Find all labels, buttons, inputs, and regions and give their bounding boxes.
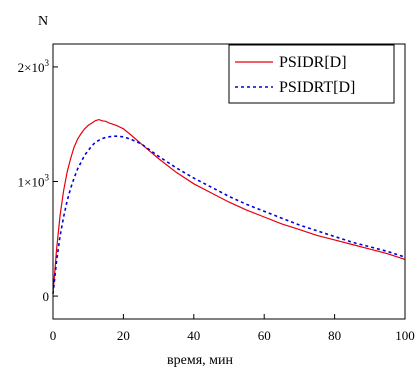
x-tick-label: 100	[395, 328, 415, 343]
x-tick-label: 20	[117, 328, 130, 343]
legend-label: PSIDRT[D]	[279, 79, 355, 96]
y-tick-label-base: 1×10	[18, 175, 45, 190]
y-tick-label-base: 2×10	[18, 60, 45, 75]
x-tick-label: 80	[328, 328, 341, 343]
y-axis-title: N	[38, 14, 48, 29]
x-tick-label: 60	[258, 328, 271, 343]
legend-box	[228, 44, 395, 104]
series-layer	[52, 118, 406, 294]
x-axis-title: время, мин	[167, 353, 233, 367]
x-tick-label: 0	[50, 328, 57, 343]
series-line-0	[52, 118, 406, 294]
y-tick-label-base: 0	[43, 289, 50, 304]
y-tick-label: 1×103	[18, 173, 50, 190]
x-axis: 0 20 40 60 80 100	[50, 314, 415, 343]
legend: PSIDR[D] PSIDRT[D]	[228, 44, 395, 104]
y-tick-label: 0	[43, 289, 50, 304]
series-line-1	[52, 135, 406, 294]
y-tick-label-exponent: 3	[45, 173, 50, 183]
y-tick-label: 2×103	[18, 58, 50, 75]
x-tick-label: 40	[187, 328, 200, 343]
legend-label: PSIDR[D]	[279, 54, 347, 71]
y-tick-label-exponent: 3	[45, 58, 50, 68]
